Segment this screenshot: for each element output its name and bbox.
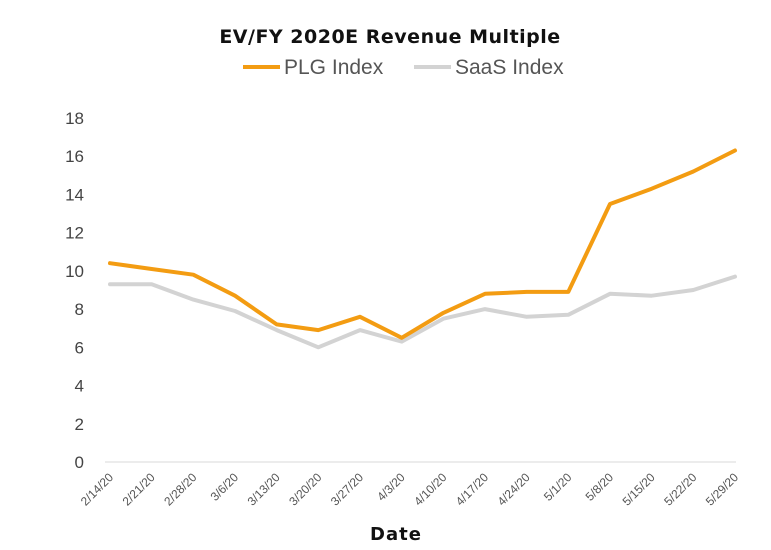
y-tick-label: 18 [65,109,84,128]
x-axis-ticks: 2/14/20 2/21/20 2/28/20 3/6/20 3/13/20 3/20/2… [78,470,741,508]
y-axis-ticks: 0 2 4 6 8 10 12 14 16 18 [65,109,84,472]
x-tick-label: 4/3/20 [374,470,408,504]
series-lines [108,148,737,350]
x-tick-label: 4/24/20 [495,470,533,508]
x-tick-label: 3/20/20 [286,470,324,508]
y-tick-label: 16 [65,147,84,166]
y-tick-label: 2 [75,415,84,434]
chart-title: EV/FY 2020E Revenue Multiple [219,26,560,48]
x-tick-label: 3/13/20 [245,470,283,508]
series-line-saas-index [108,274,737,350]
x-tick-label: 2/14/20 [78,470,116,508]
x-tick-label: 3/27/20 [328,470,366,508]
legend-label-saas: SaaS Index [455,56,564,79]
y-tick-label: 8 [75,300,84,319]
x-tick-label: 4/17/20 [453,470,491,508]
legend: PLG Index SaaS Index [243,56,564,79]
y-tick-label: 0 [75,453,84,472]
x-tick-label: 5/15/20 [620,470,658,508]
x-tick-label: 2/21/20 [120,470,158,508]
series-line-plg-index [108,148,737,340]
x-tick-label: 5/22/20 [661,470,699,508]
x-tick-label: 5/29/20 [703,470,741,508]
x-axis-label: Date [370,524,422,545]
y-tick-label: 12 [65,224,84,243]
x-tick-label: 4/10/20 [411,470,449,508]
x-tick-label: 3/6/20 [208,470,242,504]
y-tick-label: 10 [65,262,84,281]
y-tick-label: 6 [75,338,84,357]
x-tick-label: 5/8/20 [583,470,617,504]
y-tick-label: 4 [75,377,84,396]
x-tick-label: 5/1/20 [541,470,575,504]
legend-label-plg: PLG Index [284,56,384,79]
y-tick-label: 14 [65,185,84,204]
x-tick-label: 2/28/20 [161,470,199,508]
